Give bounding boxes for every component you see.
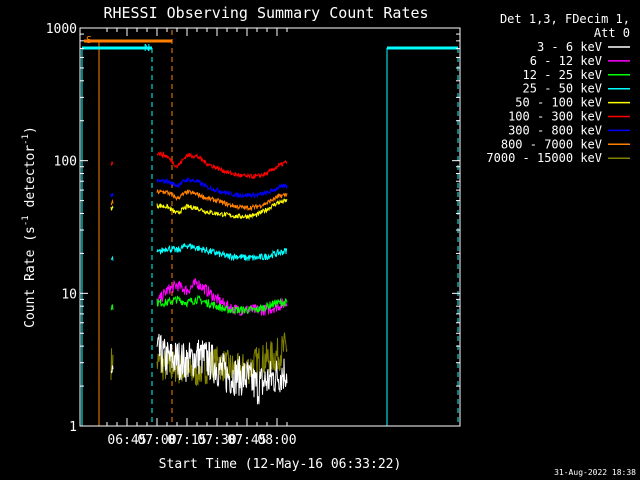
y-axis: 1 10 100 1000 xyxy=(46,22,460,435)
series-100-300-kev xyxy=(110,151,288,179)
series-line xyxy=(156,333,288,405)
y-tick-label: 1 xyxy=(69,420,77,435)
x-tick-label: 07:45 xyxy=(227,433,266,448)
y-axis-label-main: Count Rate (s xyxy=(23,226,38,328)
legend-label: 300 - 800 keV xyxy=(508,123,602,137)
x-tick-label: 07:30 xyxy=(197,433,236,448)
series-layer xyxy=(110,151,288,405)
series-line xyxy=(156,188,288,212)
y-axis-label: Count Rate (s-1 detector-1) xyxy=(21,126,38,328)
series-line xyxy=(110,161,114,166)
series-line xyxy=(110,192,114,198)
series-3-6-kev xyxy=(110,333,288,405)
series-line xyxy=(156,278,288,316)
series-12-25-kev xyxy=(110,294,288,316)
series-line xyxy=(156,176,288,199)
series-line xyxy=(156,243,288,262)
x-tick-label: 07:15 xyxy=(167,433,206,448)
y-tick-label: 10 xyxy=(61,287,77,302)
series-line xyxy=(110,255,114,261)
series-800-7000-kev xyxy=(110,188,288,212)
y-axis-label-end: ) xyxy=(23,126,38,134)
y-tick-label: 1000 xyxy=(46,22,77,37)
saa-flag-label: S xyxy=(86,35,92,46)
legend-label: 800 - 7000 keV xyxy=(501,137,602,151)
x-tick-label: 08:00 xyxy=(257,433,296,448)
y-axis-label-mid: detector xyxy=(23,145,38,216)
plot-frame xyxy=(79,27,461,427)
legend-header-line-1: Det 1,3, FDecim 1, xyxy=(500,12,630,26)
series-line xyxy=(156,198,288,221)
x-axis-label: Start Time (12-May-16 06:33:22) xyxy=(159,457,402,472)
legend-label: 12 - 25 keV xyxy=(523,68,602,82)
legend-label: 50 - 100 keV xyxy=(515,96,602,110)
series-50-100-kev xyxy=(110,198,288,221)
legend-label: 3 - 6 keV xyxy=(537,40,602,54)
footer-date: 31-Aug-2022 18:38 xyxy=(554,468,636,477)
x-tick-label: 06:45 xyxy=(107,433,146,448)
night-flag-label: N xyxy=(144,43,150,54)
legend-label: 25 - 50 keV xyxy=(523,82,602,96)
y-axis-label-sup2: -1 xyxy=(21,134,31,145)
legend-label: 7000 - 15000 keV xyxy=(486,151,602,165)
observing-flags: SN xyxy=(81,30,459,426)
y-tick-label: 100 xyxy=(54,155,77,170)
chart-title: RHESSI Observing Summary Count Rates xyxy=(103,4,428,22)
series-line xyxy=(110,365,114,374)
series-line xyxy=(110,205,114,211)
series-25-50-kev xyxy=(110,243,288,262)
series-300-800-kev xyxy=(110,176,288,199)
legend-label: 100 - 300 keV xyxy=(508,110,602,124)
y-axis-label-sup1: -1 xyxy=(21,215,31,226)
legend-label: 6 - 12 keV xyxy=(530,54,602,68)
series-line xyxy=(110,304,114,311)
series-line xyxy=(156,151,288,179)
x-tick-label: 07:00 xyxy=(137,433,176,448)
series-line xyxy=(156,294,288,316)
series-line xyxy=(110,198,114,206)
legend-header-line-2: Att 0 xyxy=(594,26,630,40)
